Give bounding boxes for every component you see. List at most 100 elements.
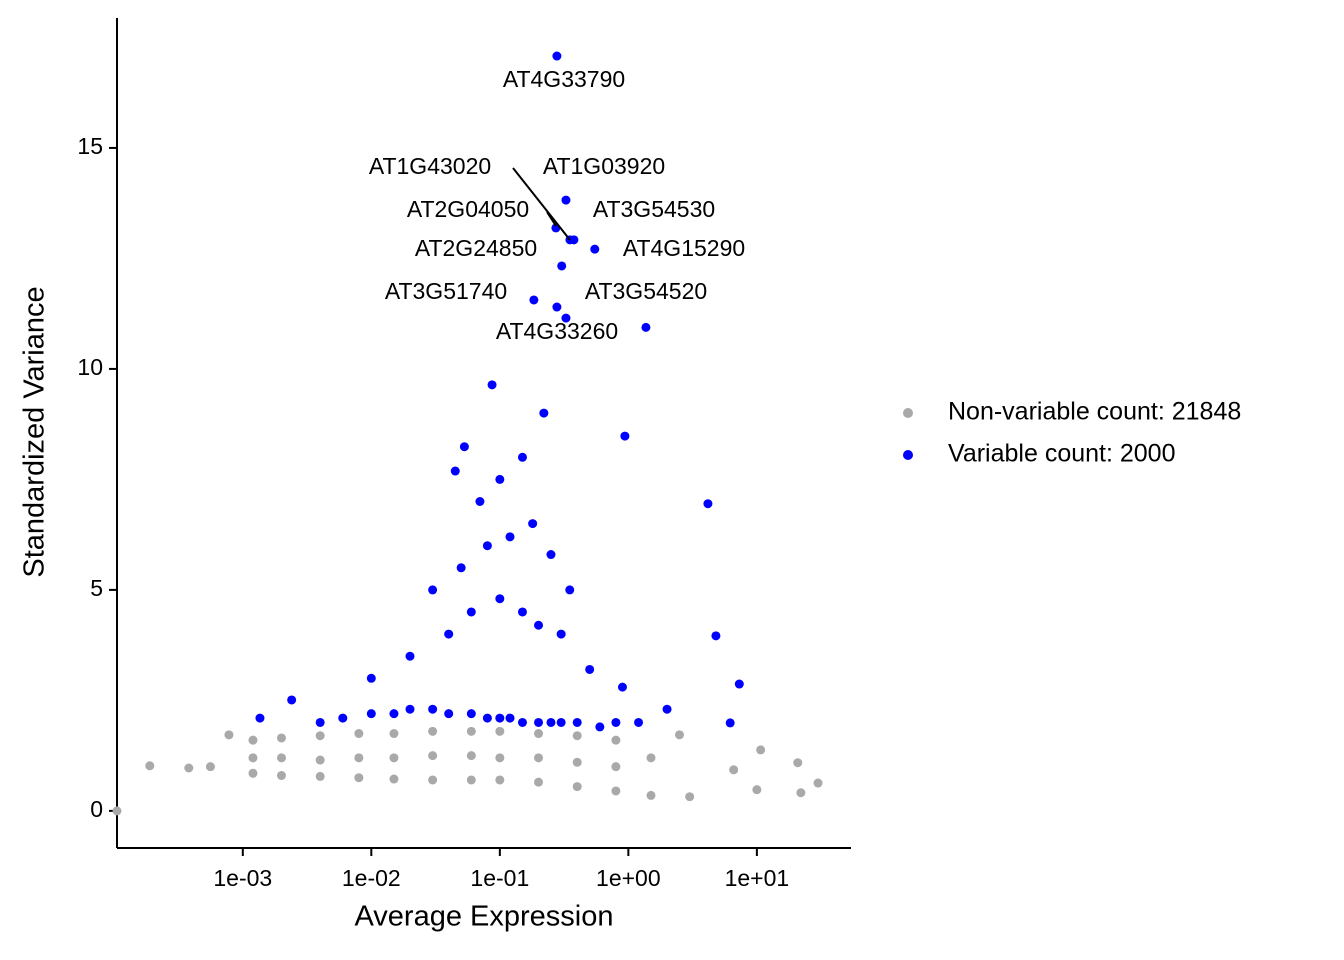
point <box>505 713 515 723</box>
point <box>711 631 721 641</box>
point <box>534 753 544 763</box>
x-tick-label: 1e-03 <box>213 865 272 891</box>
point <box>112 806 122 816</box>
point <box>561 195 571 205</box>
point <box>428 585 438 595</box>
point <box>546 717 556 727</box>
point <box>552 51 562 61</box>
gene-label: AT4G15290 <box>623 235 745 261</box>
point <box>495 726 505 736</box>
point <box>561 313 571 323</box>
point <box>276 771 286 781</box>
point <box>366 709 376 719</box>
leader-line <box>512 167 571 241</box>
point <box>505 532 515 542</box>
point <box>552 302 562 312</box>
point <box>595 722 605 732</box>
x-tick-label: 1e-02 <box>342 865 401 891</box>
point <box>248 735 258 745</box>
point <box>534 777 544 787</box>
point <box>572 717 582 727</box>
legend-marker <box>903 408 913 418</box>
point <box>534 717 544 727</box>
point <box>444 629 454 639</box>
point <box>354 773 364 783</box>
leader-line <box>546 211 557 227</box>
point <box>729 765 739 775</box>
point <box>611 717 621 727</box>
point <box>572 757 582 767</box>
point <box>569 235 579 245</box>
point <box>487 380 497 390</box>
point <box>248 753 258 763</box>
point <box>517 717 527 727</box>
point <box>556 629 566 639</box>
gene-label: AT3G54530 <box>593 196 715 222</box>
gene-label: AT3G51740 <box>385 278 507 304</box>
point <box>466 709 476 719</box>
point <box>466 775 476 785</box>
point <box>557 261 567 271</box>
gene-label: AT2G04050 <box>407 196 529 222</box>
point <box>444 709 454 719</box>
y-tick-label: 10 <box>77 354 103 380</box>
point <box>611 762 621 772</box>
point <box>796 788 806 798</box>
point <box>793 758 803 768</box>
point <box>641 322 651 332</box>
point <box>184 763 194 773</box>
point <box>354 729 364 739</box>
point <box>813 778 823 788</box>
legend-marker <box>903 450 913 460</box>
point <box>534 620 544 630</box>
point <box>315 771 325 781</box>
gene-label: AT3G54520 <box>585 278 707 304</box>
point <box>495 594 505 604</box>
point <box>475 497 485 507</box>
point <box>456 563 466 573</box>
point <box>466 726 476 736</box>
point <box>428 775 438 785</box>
point <box>572 782 582 792</box>
point <box>534 729 544 739</box>
point <box>482 713 492 723</box>
gene-label: AT1G03920 <box>543 153 665 179</box>
point <box>529 295 539 305</box>
y-tick-label: 5 <box>90 575 103 601</box>
point <box>546 550 556 560</box>
point <box>255 713 265 723</box>
point <box>572 731 582 741</box>
point <box>495 753 505 763</box>
y-tick-label: 0 <box>90 796 103 822</box>
point <box>517 607 527 617</box>
point <box>611 786 621 796</box>
point <box>495 775 505 785</box>
legend-label: Non-variable count: 21848 <box>948 398 1241 426</box>
point <box>205 762 215 772</box>
gene-label: AT4G33790 <box>503 66 625 92</box>
point <box>338 713 348 723</box>
point <box>634 717 644 727</box>
point <box>620 431 630 441</box>
point <box>617 682 627 692</box>
point <box>539 408 549 418</box>
point <box>276 753 286 763</box>
point <box>646 790 656 800</box>
point <box>585 664 595 674</box>
y-tick-label: 15 <box>77 133 103 159</box>
gene-label: AT1G43020 <box>369 153 491 179</box>
point <box>590 244 600 254</box>
gene-label: AT4G33260 <box>496 318 618 344</box>
point <box>428 726 438 736</box>
point <box>315 717 325 727</box>
point <box>224 730 234 740</box>
point <box>276 733 286 743</box>
point <box>646 753 656 763</box>
point <box>450 466 460 476</box>
legend-label: Variable count: 2000 <box>948 440 1175 468</box>
point <box>685 792 695 802</box>
point <box>756 745 766 755</box>
point <box>611 735 621 745</box>
